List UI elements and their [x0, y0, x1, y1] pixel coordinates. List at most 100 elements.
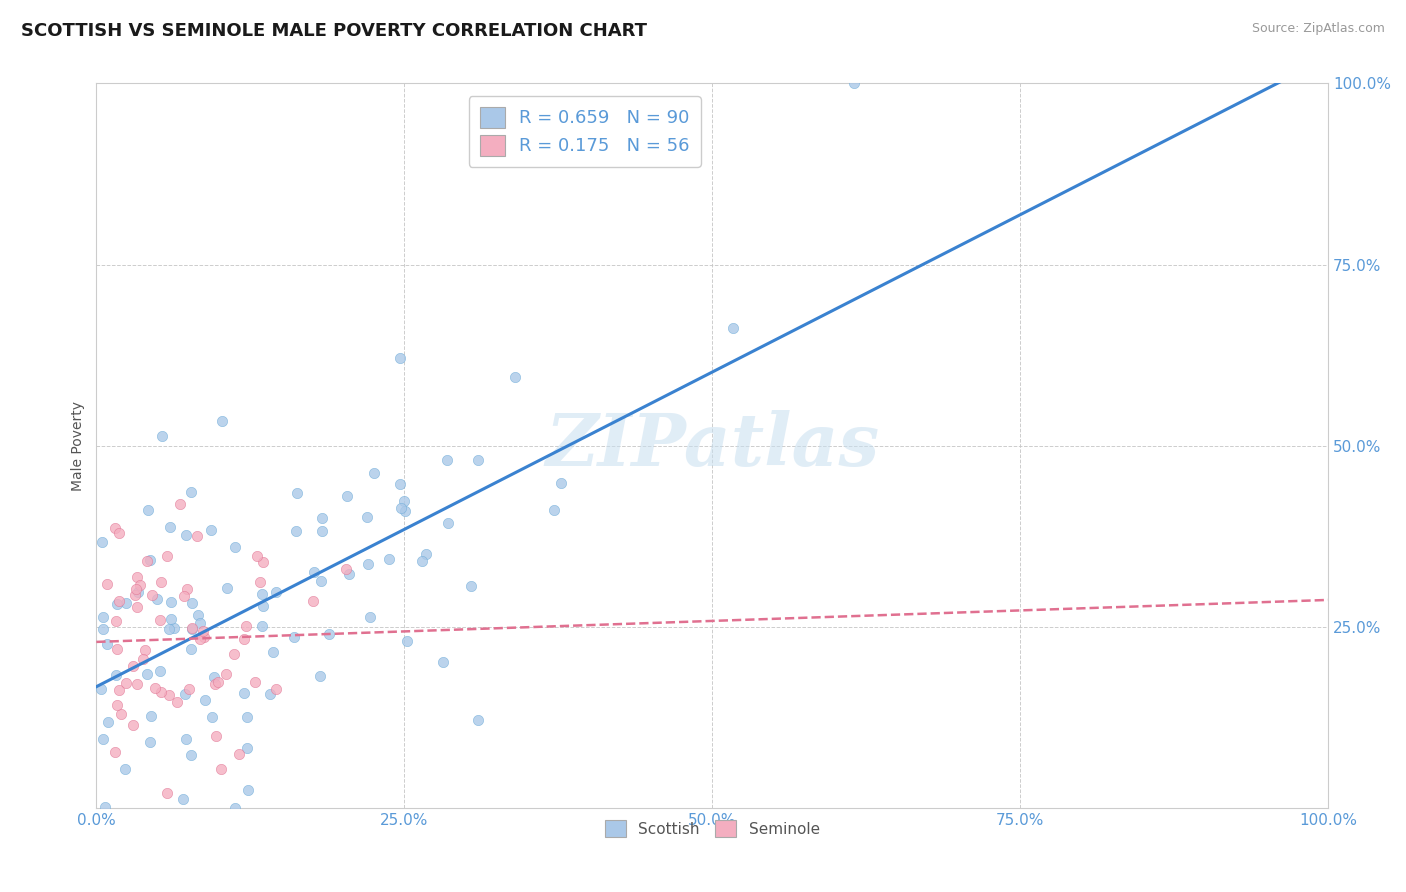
Point: [180, 621, 202, 635]
Point: [188, 632, 211, 646]
Point: [177, 681, 200, 696]
Point: [150, 429, 173, 443]
Point: [460, 579, 482, 593]
Point: [363, 466, 385, 480]
Point: [215, 582, 238, 596]
Text: ZIPatlas: ZIPatlas: [546, 410, 879, 481]
Point: [207, 674, 229, 689]
Point: [436, 516, 458, 530]
Point: [246, 549, 269, 563]
Point: [134, 643, 156, 657]
Point: [143, 681, 166, 696]
Point: [91, 534, 114, 549]
Point: [136, 502, 159, 516]
Point: [250, 587, 273, 601]
Point: [163, 621, 186, 635]
Point: [188, 616, 211, 631]
Point: [104, 521, 127, 535]
Point: [122, 658, 145, 673]
Point: [432, 655, 454, 669]
Point: [104, 745, 127, 759]
Point: [415, 547, 437, 561]
Point: [388, 476, 411, 491]
Point: [135, 554, 157, 568]
Point: [108, 594, 131, 608]
Point: [125, 600, 148, 615]
Point: [96, 576, 118, 591]
Point: [378, 552, 401, 566]
Point: [96, 637, 118, 651]
Text: SCOTTISH VS SEMINOLE MALE POVERTY CORRELATION CHART: SCOTTISH VS SEMINOLE MALE POVERTY CORREL…: [21, 22, 647, 40]
Point: [259, 687, 281, 701]
Point: [105, 668, 128, 682]
Legend: Scottish, Seminole: Scottish, Seminole: [599, 814, 825, 844]
Point: [200, 524, 222, 538]
Point: [309, 574, 332, 588]
Y-axis label: Male Poverty: Male Poverty: [72, 401, 86, 491]
Point: [394, 504, 416, 518]
Point: [159, 519, 181, 533]
Point: [149, 575, 172, 590]
Point: [181, 596, 204, 610]
Point: [250, 619, 273, 633]
Point: [215, 666, 238, 681]
Point: [124, 588, 146, 602]
Point: [135, 667, 157, 681]
Point: [180, 641, 202, 656]
Point: [283, 630, 305, 644]
Point: [311, 511, 333, 525]
Point: [105, 642, 128, 657]
Point: [335, 561, 357, 575]
Point: [124, 582, 146, 597]
Point: [149, 613, 172, 627]
Point: [141, 588, 163, 602]
Point: [139, 735, 162, 749]
Point: [302, 565, 325, 579]
Point: [318, 627, 340, 641]
Point: [187, 608, 209, 623]
Point: [252, 555, 274, 569]
Point: [543, 503, 565, 517]
Point: [139, 553, 162, 567]
Point: [180, 623, 202, 637]
Point: [155, 786, 177, 800]
Point: [262, 645, 284, 659]
Point: [233, 632, 256, 647]
Point: [169, 497, 191, 511]
Point: [91, 622, 114, 636]
Point: [174, 732, 197, 747]
Point: [264, 681, 287, 696]
Point: [844, 77, 866, 91]
Point: [105, 597, 128, 611]
Point: [149, 664, 172, 678]
Point: [209, 762, 232, 776]
Point: [224, 540, 246, 554]
Point: [176, 582, 198, 596]
Point: [159, 595, 181, 609]
Point: [336, 489, 359, 503]
Point: [396, 633, 419, 648]
Point: [108, 526, 131, 541]
Point: [193, 631, 215, 645]
Point: [166, 695, 188, 709]
Point: [389, 500, 412, 515]
Point: [114, 762, 136, 776]
Point: [127, 584, 149, 599]
Point: [110, 706, 132, 721]
Point: [337, 567, 360, 582]
Point: [156, 549, 179, 563]
Point: [723, 320, 745, 334]
Point: [202, 670, 225, 684]
Point: [180, 485, 202, 500]
Point: [411, 554, 433, 568]
Point: [392, 494, 415, 508]
Point: [122, 718, 145, 732]
Point: [186, 529, 208, 543]
Point: [236, 741, 259, 756]
Point: [157, 622, 180, 636]
Point: [194, 693, 217, 707]
Point: [180, 748, 202, 763]
Point: [105, 614, 128, 628]
Point: [245, 675, 267, 690]
Point: [173, 589, 195, 603]
